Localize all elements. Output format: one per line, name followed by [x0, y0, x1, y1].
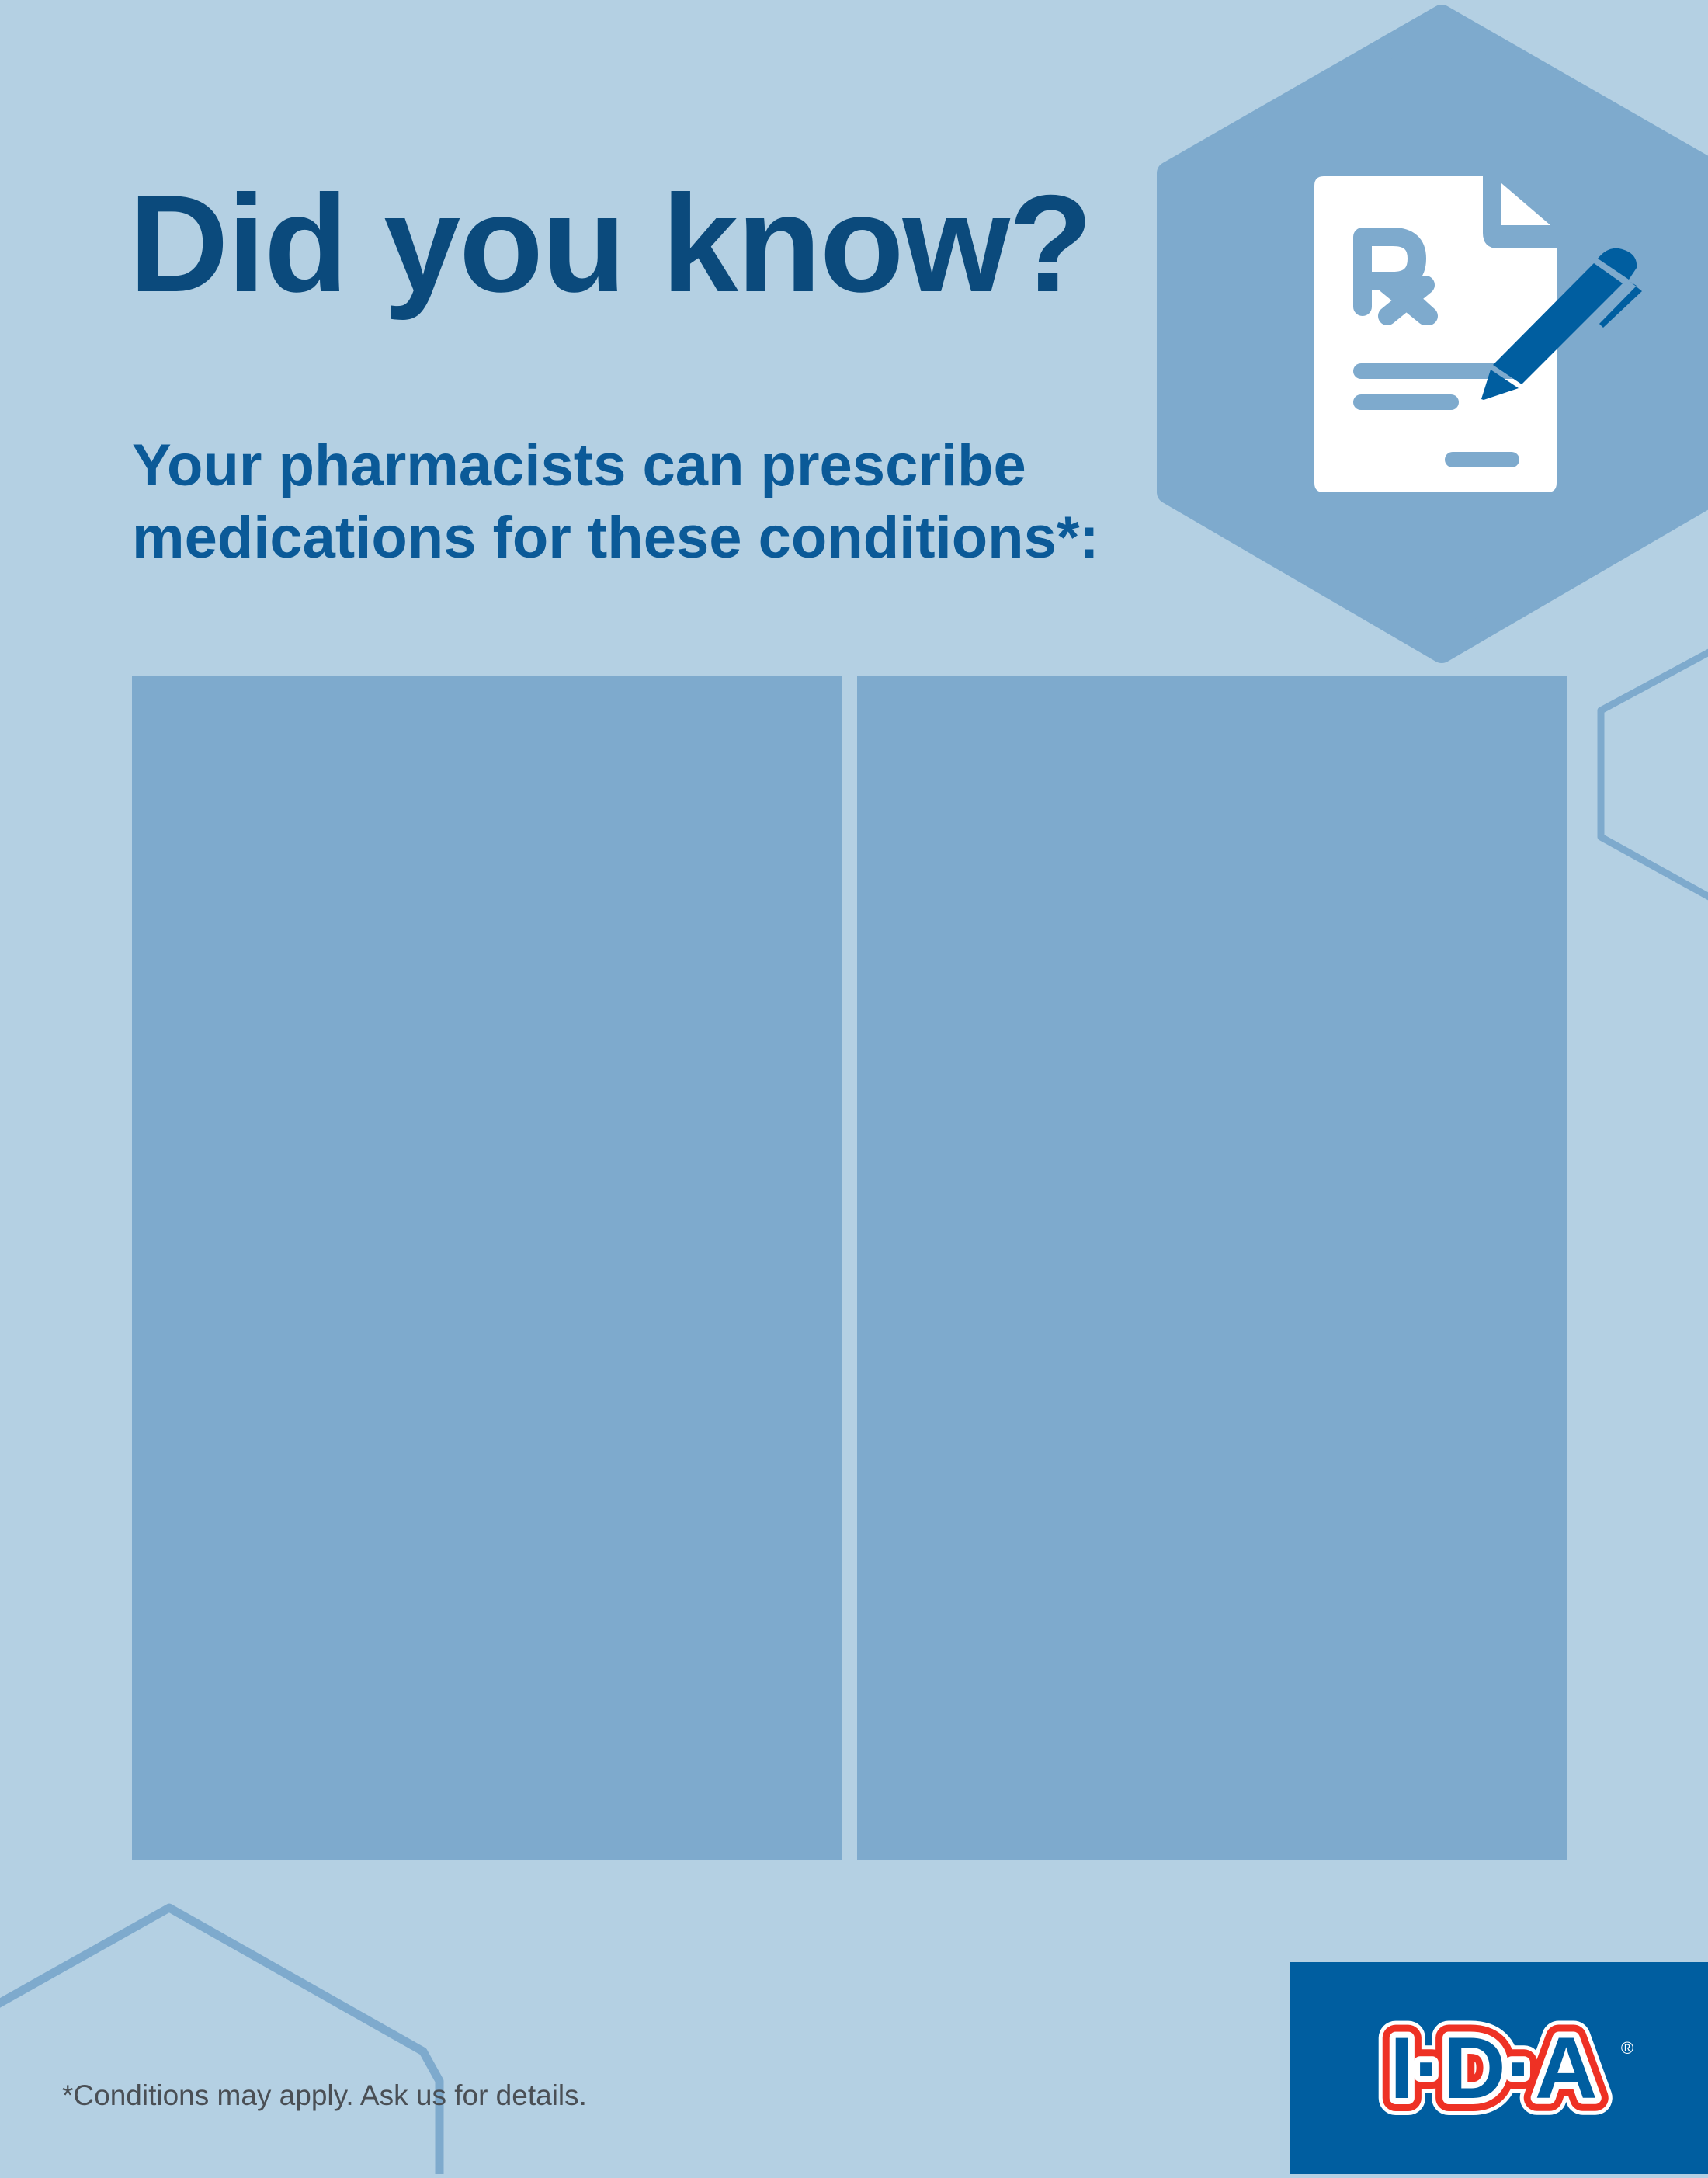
document-corner-fold [1501, 183, 1550, 225]
subtitle-line-2: medications for these conditions*: [132, 505, 1099, 571]
signature-line [1445, 452, 1519, 467]
prescription-document-with-pen-icon [1314, 176, 1642, 492]
document-line-1 [1353, 363, 1519, 379]
svg-text:I·D·A: I·D·A [1390, 2020, 1597, 2117]
ida-logo-mark: I·D·A I·D·A I·D·A I·D·A ® [1373, 2003, 1633, 2134]
left-panel [132, 676, 842, 1860]
rx-symbol-icon [1353, 228, 1438, 325]
page-title: Did you know? [129, 166, 1093, 321]
document-icon [1314, 176, 1557, 492]
ida-logo: I·D·A I·D·A I·D·A I·D·A ® [1290, 1962, 1708, 2174]
document-line-2 [1353, 394, 1459, 410]
svg-text:I·D·A: I·D·A [1390, 2020, 1597, 2117]
right-panel [857, 676, 1567, 1860]
hexagon-outline-bottom-left [0, 1903, 444, 2174]
svg-text:I·D·A: I·D·A [1390, 2020, 1597, 2117]
svg-text:I·D·A: I·D·A [1390, 2020, 1597, 2117]
page-subtitle: Your pharmacists can prescribe medicatio… [132, 429, 1099, 574]
subtitle-line-1: Your pharmacists can prescribe [132, 432, 1026, 498]
footnote: *Conditions may apply. Ask us for detail… [62, 2079, 587, 2111]
pen-icon [1481, 248, 1642, 400]
svg-text:®: ® [1621, 2038, 1633, 2058]
hexagon-outline-right [1597, 648, 1708, 901]
